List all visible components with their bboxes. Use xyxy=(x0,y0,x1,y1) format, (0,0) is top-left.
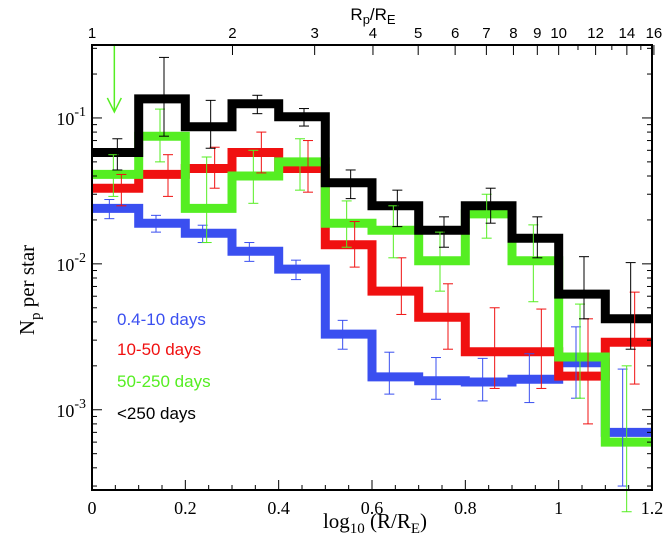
x-tick-label: 0.2 xyxy=(174,498,197,518)
x-tick-label: 1 xyxy=(554,498,563,518)
errorbar xyxy=(341,200,352,248)
errorbar xyxy=(629,291,640,385)
errorbar xyxy=(579,256,589,320)
errorbar xyxy=(256,131,267,174)
errorbar xyxy=(625,262,636,350)
top-tick-label: 4 xyxy=(369,25,377,42)
errorbar xyxy=(209,146,220,189)
top-axis-title: Rp/RE xyxy=(350,5,396,27)
errorbar xyxy=(108,154,119,197)
top-tick-label: 8 xyxy=(509,25,517,42)
tick-layer: 0 0.2 0.4 0.6 0.8 1 1.210-110-210-31 2 3 4 5 6 7 8 9 10… xyxy=(56,25,663,518)
errorbar xyxy=(159,56,169,137)
legend-entry: 0.4-10 days xyxy=(117,310,206,329)
errorbar xyxy=(528,224,539,303)
errorbar xyxy=(295,138,305,191)
errorbar xyxy=(489,307,500,389)
errorbar xyxy=(252,94,263,115)
x-tick-label: 1.2 xyxy=(641,498,664,518)
legend: 0.4-10 days 10-50 days 50-250 days <250 day… xyxy=(117,310,211,423)
x-tick-label: 0.6 xyxy=(361,498,384,518)
errorbar xyxy=(163,154,173,197)
legend-entry: <250 days xyxy=(117,404,196,423)
top-tick-label: 7 xyxy=(482,25,490,42)
top-tick-label: 6 xyxy=(451,25,459,42)
top-tick-label: 5 xyxy=(414,25,422,42)
x-tick-label: 0.8 xyxy=(454,498,477,518)
errorbar xyxy=(151,214,161,233)
errorbar xyxy=(299,108,309,127)
errorbar xyxy=(532,216,543,259)
errorbar xyxy=(345,169,356,200)
errorbar xyxy=(303,140,313,193)
errorbar xyxy=(396,257,407,315)
errorbar xyxy=(116,173,127,207)
errorbar xyxy=(575,303,585,399)
top-tick-label: 12 xyxy=(587,25,604,42)
top-tick-label: 3 xyxy=(310,25,318,42)
errorbar xyxy=(485,187,496,224)
legend-entry: 10-50 days xyxy=(117,340,201,359)
y-tick-label: 10-3 xyxy=(56,397,86,421)
errorbar xyxy=(349,221,360,268)
x-axis-title: log10 (R/RE) xyxy=(323,509,427,537)
errorbar xyxy=(248,149,259,204)
errorbar xyxy=(431,357,441,400)
errorbar xyxy=(388,205,399,259)
top-tick-label: 16 xyxy=(646,25,663,42)
errorbar xyxy=(291,259,301,281)
errorbar xyxy=(435,231,445,292)
top-tick-label: 1 xyxy=(88,25,96,42)
errorbar-layer xyxy=(104,56,640,513)
y-tick-label: 10-2 xyxy=(56,251,86,275)
errorbar xyxy=(201,156,212,244)
errorbar xyxy=(337,319,348,350)
errorbar xyxy=(583,318,593,425)
errorbar xyxy=(617,368,628,487)
errorbar xyxy=(384,351,395,395)
errorbar xyxy=(439,216,449,248)
errorbar xyxy=(524,353,535,404)
x-tick-label: 0.4 xyxy=(267,498,290,518)
errorbar xyxy=(621,365,632,513)
top-tick-label: 9 xyxy=(533,25,541,42)
errorbar xyxy=(392,189,403,228)
errorbar xyxy=(481,193,492,239)
top-tick-label: 10 xyxy=(550,25,567,42)
x-tick-label: 0 xyxy=(88,498,97,518)
errorbar xyxy=(536,308,547,389)
errorbar xyxy=(155,108,165,163)
upper-limit-arrow xyxy=(106,45,123,114)
top-tick-label: 2 xyxy=(228,25,236,42)
errorbar xyxy=(205,99,216,149)
series-layer xyxy=(92,94,652,447)
errorbar xyxy=(244,242,255,262)
legend-entry: 50-250 days xyxy=(117,372,211,391)
errorbar xyxy=(477,357,488,402)
y-tick-label: 10-1 xyxy=(56,105,86,129)
errorbar xyxy=(112,138,123,171)
errorbar xyxy=(443,283,453,350)
errorbar xyxy=(104,199,115,220)
y-axis-title: Np per star xyxy=(15,245,44,335)
top-tick-label: 14 xyxy=(619,25,636,42)
series-step-3 xyxy=(92,94,652,324)
